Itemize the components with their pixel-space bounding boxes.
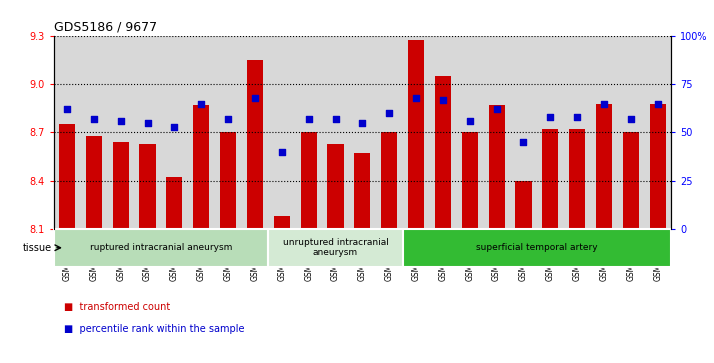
Text: ruptured intracranial aneurysm: ruptured intracranial aneurysm bbox=[90, 243, 232, 252]
Text: ■  transformed count: ■ transformed count bbox=[64, 302, 171, 312]
Point bbox=[196, 101, 207, 107]
Bar bbox=[113, 142, 129, 229]
Bar bbox=[268, 229, 403, 267]
Point bbox=[142, 120, 154, 126]
Text: unruptured intracranial
aneurysm: unruptured intracranial aneurysm bbox=[283, 238, 388, 257]
Bar bbox=[166, 178, 183, 229]
Bar bbox=[623, 132, 639, 229]
Text: ■  percentile rank within the sample: ■ percentile rank within the sample bbox=[64, 324, 245, 334]
Bar bbox=[516, 180, 531, 229]
Point bbox=[545, 114, 556, 120]
Bar bbox=[354, 153, 371, 229]
Bar bbox=[596, 104, 612, 229]
Bar bbox=[488, 105, 505, 229]
Bar bbox=[193, 105, 209, 229]
Point bbox=[222, 116, 233, 122]
Bar bbox=[403, 229, 671, 267]
Bar bbox=[408, 40, 424, 229]
Point bbox=[464, 118, 476, 124]
Bar bbox=[328, 144, 343, 229]
Point bbox=[411, 95, 422, 101]
Bar bbox=[139, 144, 156, 229]
Point bbox=[383, 110, 395, 116]
Point bbox=[491, 106, 503, 112]
Point bbox=[88, 116, 99, 122]
Point bbox=[571, 114, 583, 120]
Point bbox=[625, 116, 637, 122]
Point bbox=[115, 118, 126, 124]
Point bbox=[249, 95, 261, 101]
Bar bbox=[462, 132, 478, 229]
Point bbox=[437, 97, 448, 103]
Bar bbox=[59, 125, 75, 229]
Text: superficial temporal artery: superficial temporal artery bbox=[476, 243, 598, 252]
Bar bbox=[569, 129, 585, 229]
Bar bbox=[381, 132, 397, 229]
Bar bbox=[220, 132, 236, 229]
Point bbox=[652, 101, 663, 107]
Text: GDS5186 / 9677: GDS5186 / 9677 bbox=[54, 21, 156, 34]
Bar bbox=[86, 136, 102, 229]
Text: tissue: tissue bbox=[23, 243, 52, 253]
Bar bbox=[435, 76, 451, 229]
Bar bbox=[54, 229, 268, 267]
Bar bbox=[301, 132, 317, 229]
Bar bbox=[542, 129, 558, 229]
Point bbox=[169, 124, 180, 130]
Bar bbox=[247, 60, 263, 229]
Bar bbox=[273, 216, 290, 229]
Point bbox=[598, 101, 610, 107]
Point bbox=[303, 116, 314, 122]
Bar bbox=[650, 104, 665, 229]
Point bbox=[61, 106, 73, 112]
Point bbox=[518, 139, 529, 145]
Point bbox=[330, 116, 341, 122]
Point bbox=[357, 120, 368, 126]
Point bbox=[276, 149, 288, 155]
